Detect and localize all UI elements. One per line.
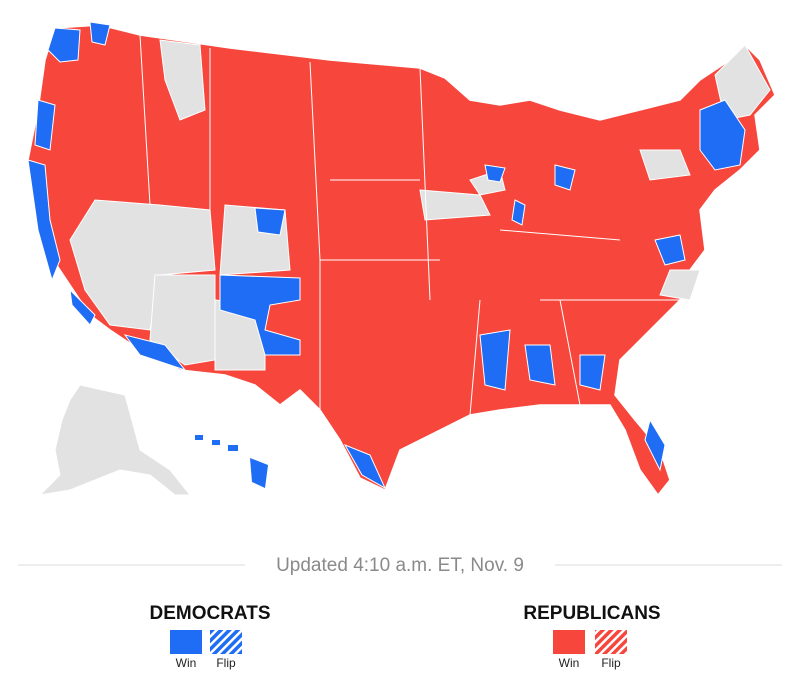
legend-swatch (553, 630, 585, 654)
legend-swatch (595, 630, 627, 654)
legend-swatch (170, 630, 202, 654)
us-map (27, 21, 776, 497)
democrat-areas (27, 21, 746, 490)
legend-title: REPUBLICANS (523, 603, 660, 624)
legend-swatch (210, 630, 242, 654)
updated-note: Updated 4:10 a.m. ET, Nov. 9 (276, 555, 524, 576)
hawaii (195, 435, 268, 488)
legend-label: Win (559, 656, 580, 670)
alaska (38, 384, 192, 496)
legend-label: Flip (601, 656, 621, 670)
undecided-areas (69, 39, 771, 371)
legend-label: Win (176, 656, 197, 670)
legend-title: DEMOCRATS (149, 603, 270, 624)
legend-label: Flip (216, 656, 236, 670)
borders (139, 34, 690, 416)
